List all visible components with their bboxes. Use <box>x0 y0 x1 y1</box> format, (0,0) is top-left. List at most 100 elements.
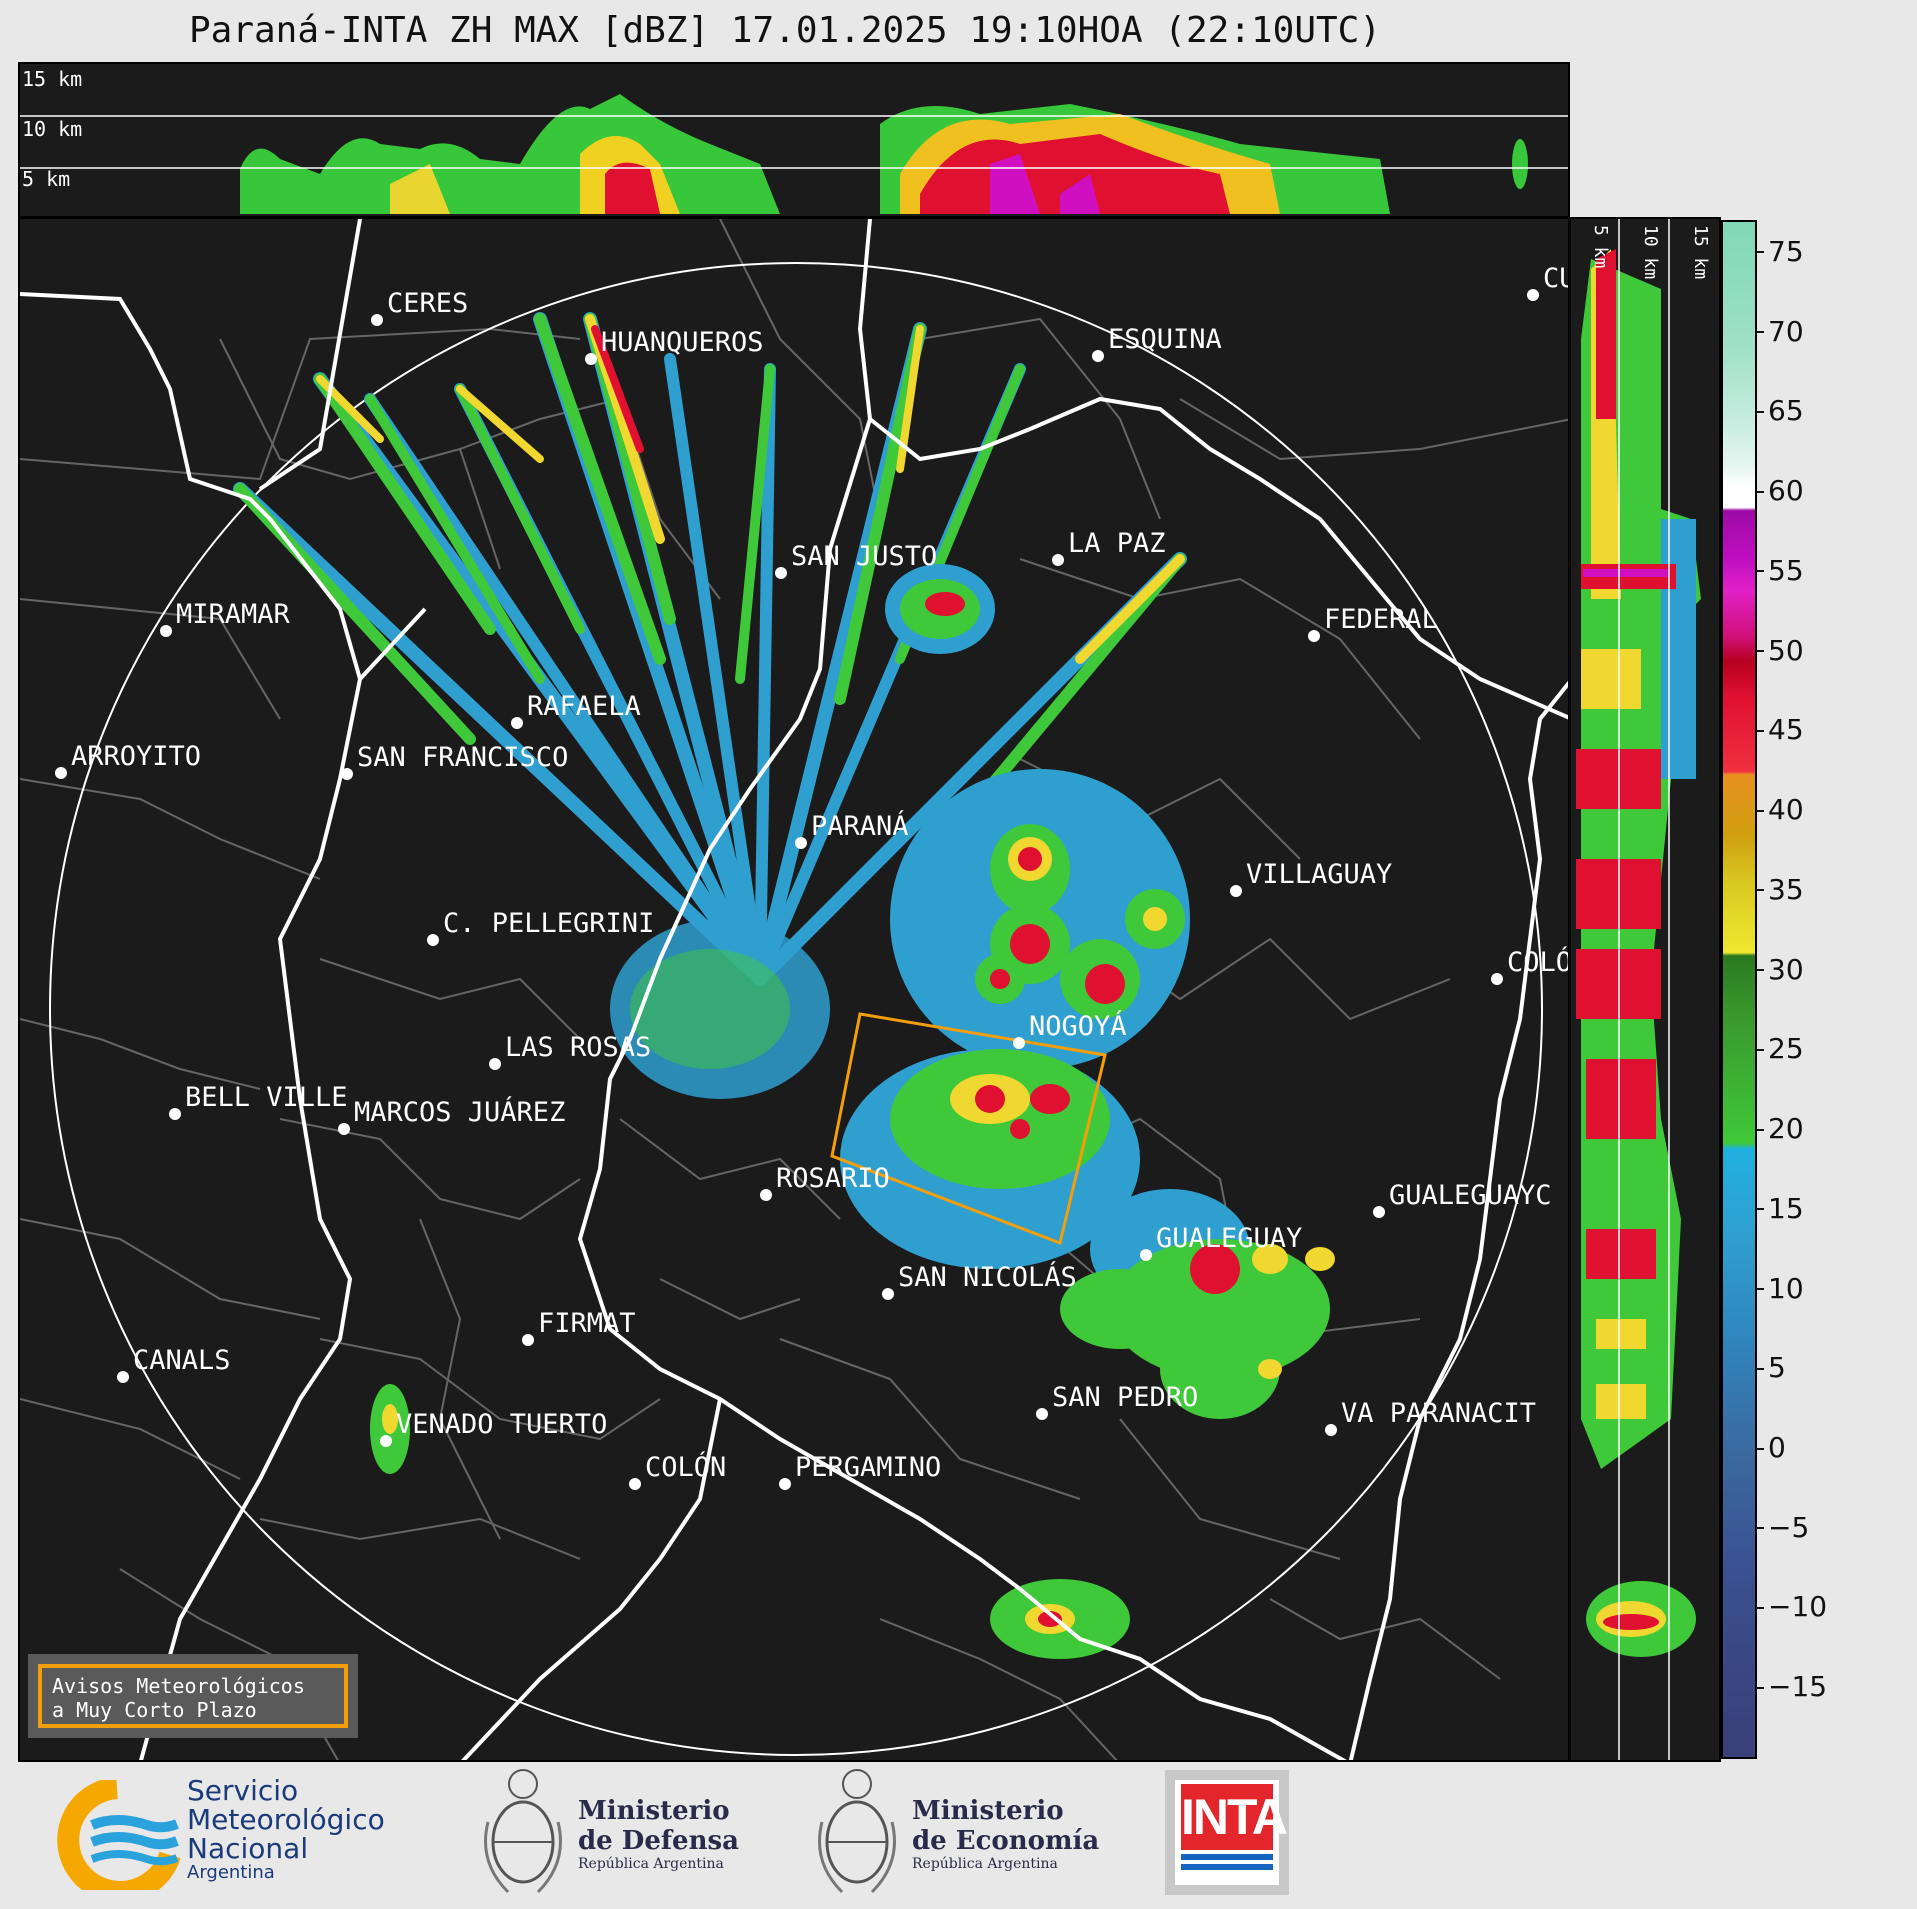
city-label: SAN PEDRO <box>1052 1382 1198 1413</box>
top-echo-profile <box>240 94 1528 214</box>
colorbar-tick-label: −10 <box>1768 1590 1828 1624</box>
colorbar-tick-label: 0 <box>1768 1431 1786 1464</box>
top-label-10km: 10 km <box>22 117 82 141</box>
smn-line3: Nacional <box>187 1832 309 1865</box>
colorbar-tick-label: −15 <box>1768 1670 1828 1704</box>
colorbar-tick: 15 <box>1756 1192 1804 1225</box>
colorbar-tick-label: −5 <box>1768 1510 1810 1544</box>
city-label: HUANQUEROS <box>601 327 764 358</box>
city-marker-icon <box>629 1478 641 1490</box>
city-marker-icon <box>1308 630 1320 642</box>
city-marker-icon <box>1491 973 1503 985</box>
city-marker-icon <box>1527 289 1539 301</box>
colorbar-tick-label: 30 <box>1768 952 1804 986</box>
city-marker-icon <box>1013 1037 1025 1049</box>
side-height-profile: 5 km 10 km 15 km <box>1569 217 1721 1762</box>
province-boundaries <box>20 219 1568 1760</box>
city-label: NOGOYÁ <box>1029 1010 1127 1042</box>
economia-logo: Ministerio de Economía República Argenti… <box>812 1762 1132 1909</box>
city-marker-icon <box>169 1108 181 1120</box>
colorbar-tick: −15 <box>1755 1670 1828 1704</box>
city-label: MARCOS JUÁREZ <box>354 1096 565 1128</box>
city-label: BELL VILLE <box>185 1082 348 1113</box>
defensa-logo: Ministerio de Defensa República Argentin… <box>478 1762 778 1909</box>
city-marker-icon <box>760 1189 772 1201</box>
city-label: SAN NICOLÁS <box>898 1261 1077 1293</box>
smn-line4: Argentina <box>187 1862 275 1883</box>
footer-logos: Servicio Meteorológico Nacional Argentin… <box>0 1762 1917 1909</box>
side-echo-profile <box>1576 249 1701 1657</box>
top-height-profile: 15 km 10 km 5 km <box>18 62 1570 218</box>
colorbar-tick-label: 5 <box>1768 1351 1786 1385</box>
city-label: VENADO TUERTO <box>396 1409 607 1440</box>
colorbar-tick: 70 <box>1756 314 1804 348</box>
city-marker-icon <box>160 625 172 637</box>
defensa-line2: de Defensa <box>578 1826 739 1856</box>
radar-map: CERES HUANQUEROS ESQUINA CU SAN JUSTO LA PAZ M… <box>18 217 1570 1762</box>
dbz-colorbar <box>1721 220 1757 1759</box>
city-marker-icon <box>775 567 787 579</box>
city-label: CU <box>1543 263 1570 294</box>
city-marker-icon <box>371 314 383 326</box>
city-marker-icon <box>795 837 807 849</box>
radar-range-ring <box>49 262 1543 1756</box>
colorbar-tick-label: 10 <box>1768 1271 1804 1305</box>
radar-echoes <box>233 312 1335 1659</box>
colorbar-tick-label: 60 <box>1768 474 1804 508</box>
colorbar-tick: 45 <box>1756 713 1804 747</box>
city-marker-icon <box>341 768 353 780</box>
colorbar-tick-label: 50 <box>1768 633 1804 667</box>
colorbar-tick-label: 25 <box>1768 1032 1804 1066</box>
colorbar-tick: −5 <box>1755 1510 1810 1544</box>
defensa-line1: Ministerio <box>578 1796 730 1826</box>
city-marker-icon <box>55 767 67 779</box>
city-label: FIRMAT <box>538 1308 636 1339</box>
city-marker-icon <box>779 1478 791 1490</box>
city-marker-icon <box>427 934 439 946</box>
top-label-5km: 5 km <box>22 167 70 191</box>
city-label: COLÓ <box>1507 946 1570 978</box>
colorbar-tick: 40 <box>1756 793 1804 827</box>
city-marker-icon <box>522 1334 534 1346</box>
argentina-coat-of-arms-icon <box>818 1769 896 1894</box>
warning-legend-line1: Avisos Meteorológicos <box>52 1674 305 1698</box>
city-marker-icon <box>1230 885 1242 897</box>
city-label: ARROYITO <box>71 741 201 772</box>
city-label: C. PELLEGRINI <box>443 908 654 939</box>
colorbar-tick-label: 45 <box>1768 713 1804 747</box>
colorbar-tick-label: 75 <box>1768 234 1804 268</box>
smn-line1: Servicio <box>187 1774 299 1807</box>
side-label-10km: 10 km <box>1640 225 1661 279</box>
city-marker-icon <box>1373 1206 1385 1218</box>
colorbar-tick-label: 40 <box>1768 793 1804 827</box>
colorbar-tick-label: 35 <box>1768 872 1804 906</box>
city-label: COLÓN <box>645 1451 726 1483</box>
argentina-coat-of-arms-icon <box>484 1769 562 1894</box>
colorbar-tick: 20 <box>1756 1112 1804 1145</box>
city-marker-icon <box>489 1058 501 1070</box>
city-marker-icon <box>380 1435 392 1447</box>
city-labels: CERES HUANQUEROS ESQUINA CU SAN JUSTO LA PAZ M… <box>55 263 1570 1490</box>
city-marker-icon <box>882 1288 894 1300</box>
smn-logo-icon <box>57 1780 181 1890</box>
warning-legend-line2: a Muy Corto Plazo <box>52 1698 257 1722</box>
city-label: SAN FRANCISCO <box>357 742 568 773</box>
map-title: Paraná-INTA ZH MAX [dBZ] 17.01.2025 19:1… <box>188 10 1382 51</box>
city-label: LA PAZ <box>1068 528 1166 559</box>
city-label: CERES <box>387 288 468 319</box>
colorbar-tick: 75 <box>1756 234 1804 268</box>
city-marker-icon <box>1140 1249 1152 1261</box>
smn-line2: Meteorológico <box>187 1803 385 1836</box>
city-label: VILLAGUAY <box>1246 859 1392 890</box>
colorbar-tick: 60 <box>1756 474 1804 508</box>
inta-logo-text: INTA <box>1181 1784 1288 1850</box>
colorbar-tick: 65 <box>1756 394 1804 428</box>
city-label: SAN JUSTO <box>791 541 937 572</box>
city-label: VA PARANACIT <box>1341 1398 1536 1429</box>
city-marker-icon <box>1325 1424 1337 1436</box>
colorbar-tick-label: 70 <box>1768 314 1804 348</box>
colorbar-tick-label: 65 <box>1768 394 1804 428</box>
economia-line2: de Economía <box>912 1826 1100 1856</box>
city-label: CANALS <box>133 1345 231 1376</box>
economia-line3: República Argentina <box>912 1856 1058 1872</box>
